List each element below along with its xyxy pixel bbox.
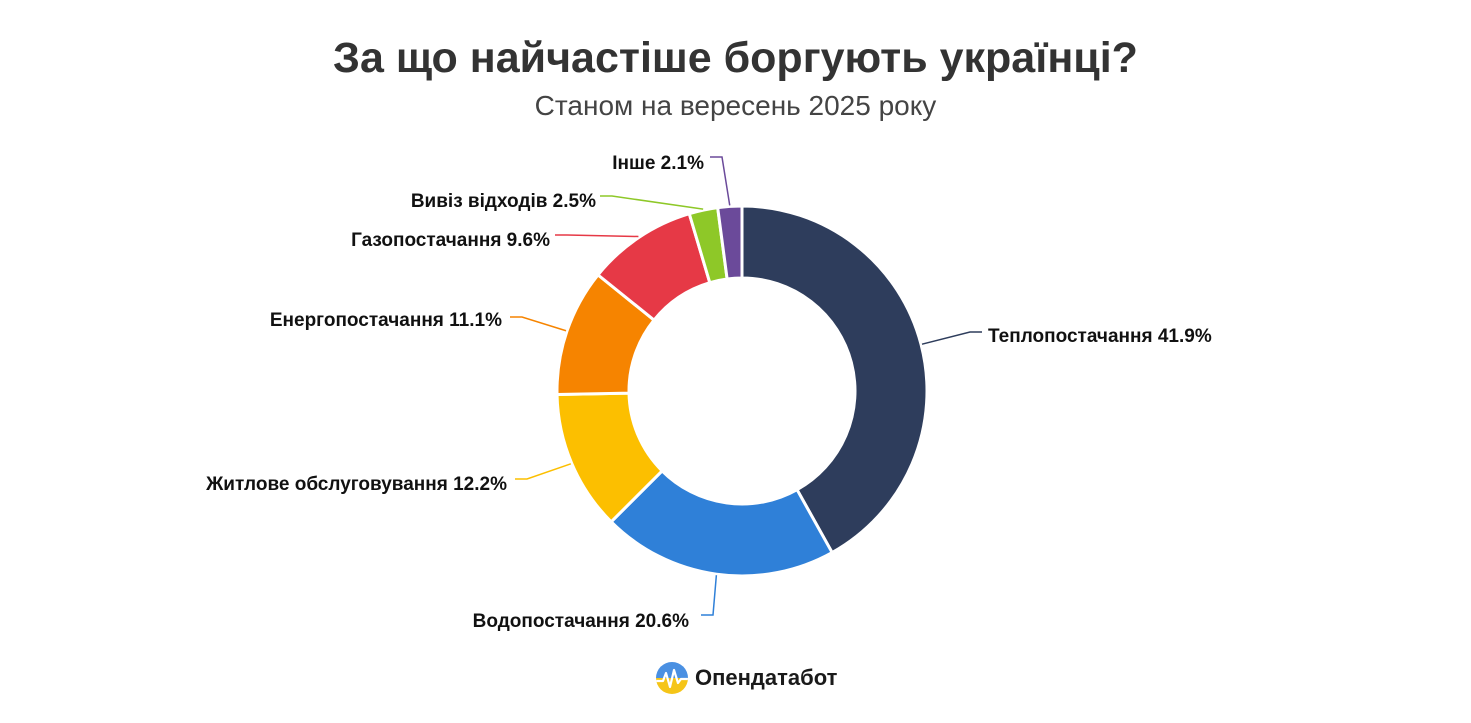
slice-label-2: Водопостачання 20.6% xyxy=(473,611,689,632)
leader-line-3 xyxy=(515,463,572,480)
donut-slice-1[interactable] xyxy=(740,204,929,555)
slice-label-1: Теплопостачання 41.9% xyxy=(988,326,1212,347)
slice-label-3: Житлове обслуговування 12.2% xyxy=(205,474,507,495)
leader-line-4 xyxy=(510,316,567,332)
logo-text: Опендатабот xyxy=(695,665,838,690)
donut-slice-7[interactable] xyxy=(716,204,744,281)
slice-label-7: Інше 2.1% xyxy=(612,153,704,174)
slice-label-6: Вивіз відходів 2.5% xyxy=(411,191,596,212)
leader-line-7 xyxy=(710,156,731,206)
slice-label-5: Газопостачання 9.6% xyxy=(351,230,550,251)
leader-line-5 xyxy=(555,234,639,238)
slice-label-4: Енергопостачання 11.1% xyxy=(270,310,502,331)
brand-logo: Опендатабот xyxy=(655,660,837,696)
leader-line-2 xyxy=(701,575,718,616)
chart-subtitle: Станом на вересень 2025 року xyxy=(534,90,937,121)
leader-line-6 xyxy=(600,195,704,210)
chart-title: За що найчастіше боргують українці? xyxy=(333,34,1138,82)
donut-slice-2[interactable] xyxy=(609,469,834,578)
leader-line-1 xyxy=(921,331,982,345)
opendatabot-logo-icon xyxy=(656,662,688,694)
